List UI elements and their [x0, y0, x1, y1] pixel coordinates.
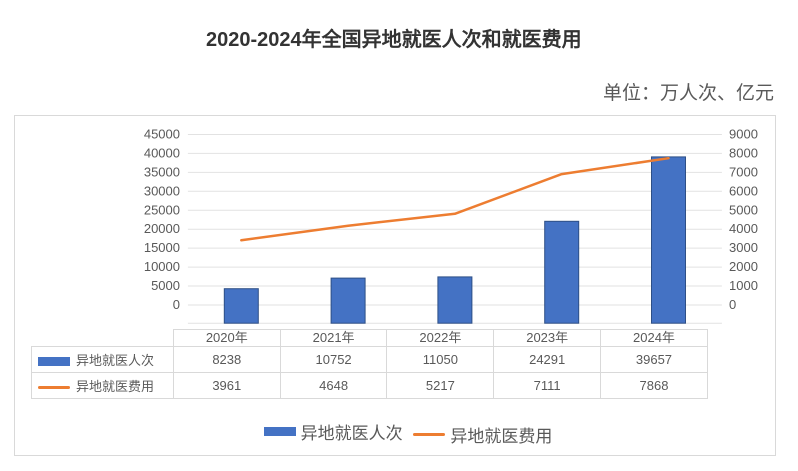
- svg-text:8000: 8000: [729, 145, 758, 160]
- svg-text:40000: 40000: [144, 145, 180, 160]
- svg-text:15000: 15000: [144, 240, 180, 255]
- svg-text:45000: 45000: [144, 127, 180, 142]
- svg-text:4000: 4000: [729, 221, 758, 236]
- svg-text:25000: 25000: [144, 202, 180, 217]
- svg-text:35000: 35000: [144, 164, 180, 179]
- svg-text:0: 0: [729, 297, 736, 312]
- svg-text:10000: 10000: [144, 259, 180, 274]
- svg-text:30000: 30000: [144, 183, 180, 198]
- svg-text:20000: 20000: [144, 221, 180, 236]
- svg-text:3000: 3000: [729, 240, 758, 255]
- svg-text:9000: 9000: [729, 127, 758, 142]
- svg-text:7000: 7000: [729, 164, 758, 179]
- svg-text:0: 0: [173, 297, 180, 312]
- svg-text:1000: 1000: [729, 278, 758, 293]
- svg-text:6000: 6000: [729, 183, 758, 198]
- svg-text:5000: 5000: [151, 278, 180, 293]
- svg-text:2000: 2000: [729, 259, 758, 274]
- svg-text:5000: 5000: [729, 202, 758, 217]
